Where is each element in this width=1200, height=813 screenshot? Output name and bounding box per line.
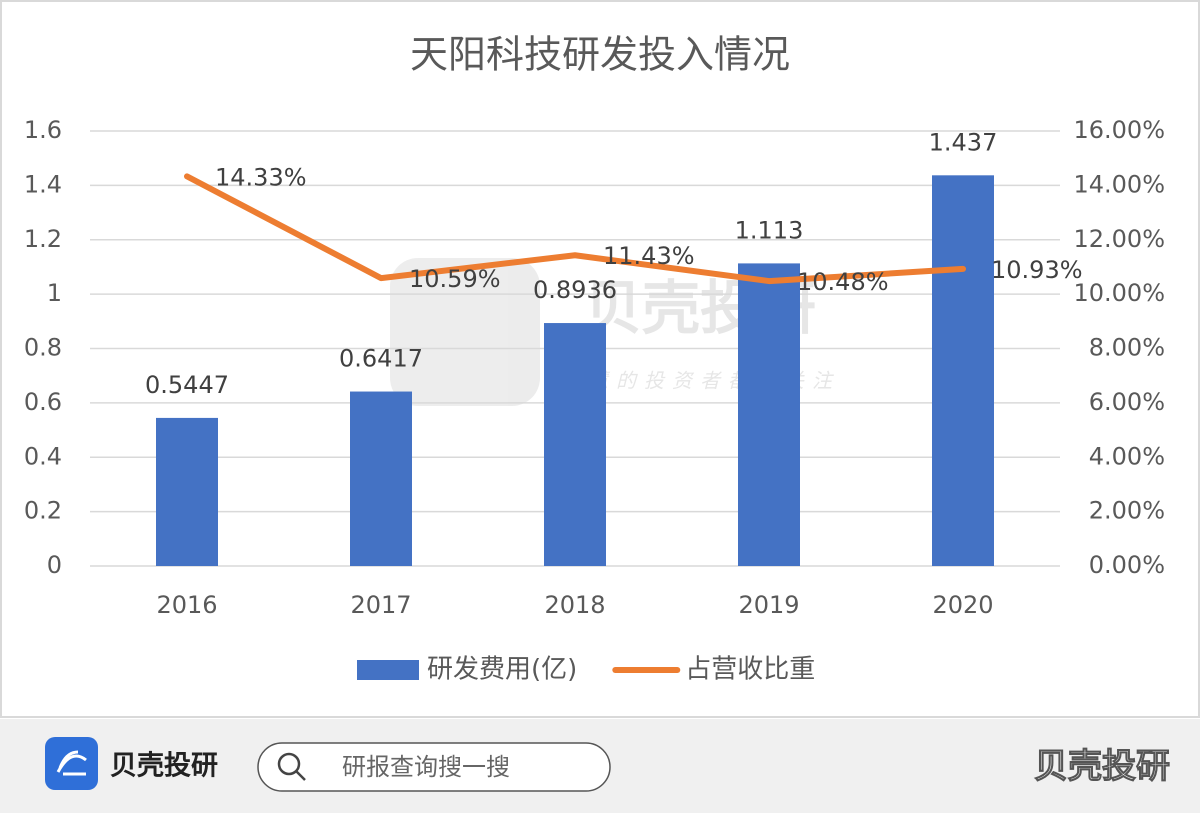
- chart-title: 天阳科技研发投入情况: [410, 33, 790, 77]
- y-tick-label: 0.4: [24, 442, 62, 470]
- y-tick-label: 1.6: [24, 116, 62, 144]
- search-icon: [277, 752, 301, 776]
- legend-label: 占营收比重: [685, 655, 815, 685]
- y2-tick-label: 8.00%: [1089, 334, 1165, 362]
- y-tick-label: 1.4: [24, 170, 62, 198]
- search-icon-handle: [295, 770, 306, 781]
- watermark-logo: [390, 258, 540, 406]
- bar-value-label: 1.437: [929, 128, 998, 156]
- search-placeholder: 研报查询搜一搜: [342, 753, 510, 781]
- y2-tick-label: 2.00%: [1089, 497, 1165, 525]
- x-tick-label: 2019: [738, 591, 799, 619]
- bar: [932, 175, 994, 567]
- line-value-label: 11.43%: [603, 242, 695, 270]
- legend-label: 研发费用(亿): [427, 655, 577, 685]
- y2-tick-label: 10.00%: [1073, 279, 1165, 307]
- y-tick-label: 0.8: [24, 334, 62, 362]
- line-value-label: 10.59%: [409, 265, 501, 293]
- bar-value-label: 1.113: [735, 216, 804, 244]
- x-tick-label: 2017: [350, 591, 411, 619]
- y-tick-label: 1.2: [24, 225, 62, 253]
- bar: [350, 391, 412, 566]
- line-value-label: 10.93%: [991, 256, 1083, 284]
- x-tick-label: 2018: [544, 591, 605, 619]
- y2-tick-label: 12.00%: [1073, 225, 1165, 253]
- bar-value-label: 0.5447: [145, 371, 229, 399]
- line: [184, 173, 966, 285]
- legend-swatch: [357, 660, 419, 680]
- footer-logo-text: 贝壳投研: [110, 751, 218, 782]
- y2-tick-label: 14.00%: [1073, 170, 1165, 198]
- y-tick-label: 0.2: [24, 497, 62, 525]
- y-tick-label: 0.6: [24, 388, 62, 416]
- x-tick-label: 2020: [932, 591, 993, 619]
- bar-value-label: 0.6417: [339, 345, 423, 373]
- footer-logo-glyph: [56, 750, 87, 776]
- bar-value-label: 0.8936: [533, 276, 617, 304]
- search-box[interactable]: [257, 742, 611, 792]
- y2-tick-label: 0.00%: [1089, 551, 1165, 579]
- line-value-label: 14.33%: [215, 163, 307, 191]
- y2-tick-label: 6.00%: [1089, 388, 1165, 416]
- y2-tick-label: 4.00%: [1089, 442, 1165, 470]
- bar: [544, 323, 606, 566]
- y2-tick-label: 16.00%: [1073, 116, 1165, 144]
- y-tick-label: 1: [47, 279, 62, 307]
- line-value-label: 10.48%: [797, 268, 889, 296]
- bar: [156, 417, 218, 566]
- y-tick-label: 0: [47, 551, 62, 579]
- corner-watermark: 贝壳投研: [1034, 747, 1170, 787]
- bar: [738, 263, 800, 566]
- x-tick-label: 2016: [156, 591, 217, 619]
- footer-logo-icon: [45, 737, 98, 790]
